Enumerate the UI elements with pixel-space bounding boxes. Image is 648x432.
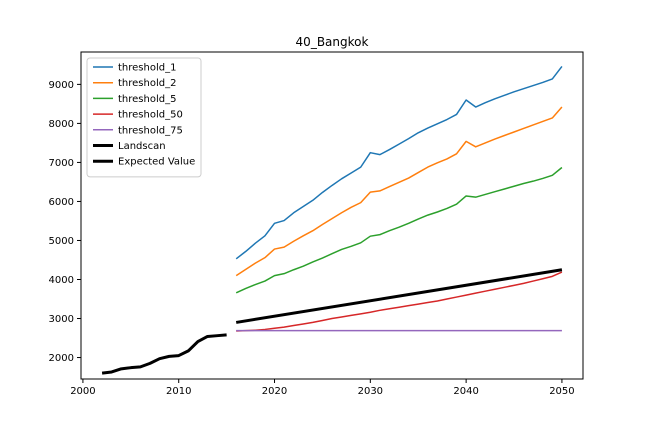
x-tick-label: 2050	[549, 386, 574, 397]
x-tick-label: 2020	[262, 386, 287, 397]
legend-label-threshold-50: threshold_50	[118, 110, 183, 121]
x-tick-label: 2030	[358, 386, 383, 397]
series-line-expected-value	[235, 268, 563, 324]
series-line-threshold-5	[235, 166, 563, 294]
y-tick-label: 5000	[49, 236, 74, 247]
legend-label-threshold-2: threshold_2	[118, 78, 176, 89]
legend-label-threshold-75: threshold_75	[118, 125, 183, 136]
y-tick-label: 3000	[49, 314, 74, 325]
y-tick-label: 4000	[49, 275, 74, 286]
legend-label-expected-value: Expected Value	[118, 157, 195, 168]
y-tick-label: 9000	[49, 80, 74, 91]
series-line-threshold-2	[235, 106, 563, 277]
legend-label-threshold-1: threshold_1	[118, 63, 176, 74]
y-axis: 2000 3000 4000 5000 6000 7000 8000 9000	[49, 80, 81, 364]
legend-box	[86, 57, 202, 178]
x-tick-label: 2000	[70, 386, 95, 397]
x-axis: 2000 2010 2020 2030 2040 2050	[70, 379, 575, 397]
y-tick-label: 7000	[49, 158, 74, 169]
x-tick-label: 2010	[166, 386, 191, 397]
y-tick-label: 8000	[49, 119, 74, 130]
y-tick-label: 6000	[49, 197, 74, 208]
chart-title: 40_Bangkok	[296, 35, 369, 49]
plot-area: 2000 2010 2020 2030 2040 2050 2000 3000 4000 500…	[49, 51, 584, 397]
y-tick-label: 2000	[49, 353, 74, 364]
x-tick-label: 2040	[453, 386, 478, 397]
legend-label-threshold-5: threshold_5	[118, 94, 176, 105]
series-line-threshold-50	[236, 271, 563, 332]
series-layer	[101, 65, 563, 375]
legend-label-landscan: Landscan	[118, 141, 166, 152]
series-line-threshold-1	[235, 65, 563, 260]
legend: threshold_1 threshold_2 threshold_5thresho…	[86, 57, 202, 178]
series-line-landscan	[101, 333, 227, 375]
axes-frame	[80, 51, 584, 380]
